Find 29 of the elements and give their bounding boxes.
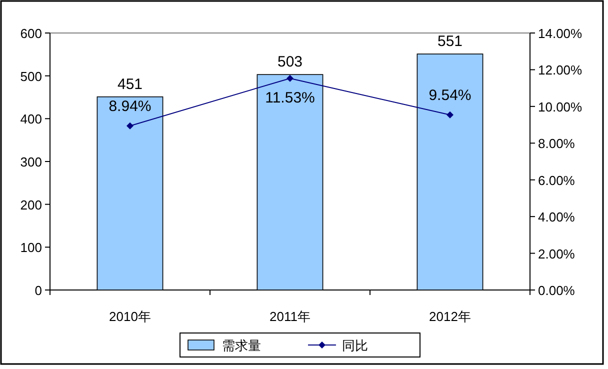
legend-label: 同比 bbox=[342, 338, 368, 353]
y2-tick-label: 6.00% bbox=[538, 172, 576, 188]
y-tick-label: 0 bbox=[34, 283, 42, 298]
y2-tick-label: 8.00% bbox=[538, 136, 576, 152]
y2-tick-label: 10.00% bbox=[538, 99, 583, 114]
y2-tick-label: 12.00% bbox=[538, 62, 583, 78]
data-label: 551 bbox=[437, 32, 463, 50]
y2-tick-label: 2.00% bbox=[538, 246, 576, 262]
data-label: 451 bbox=[117, 76, 143, 93]
data-label: 8.94% bbox=[108, 98, 152, 115]
x-tick-label: 2011年 bbox=[270, 309, 310, 324]
y2-tick-label: 14.00% bbox=[538, 26, 583, 41]
y2-tick-label: 4.00% bbox=[538, 210, 576, 225]
point bbox=[286, 74, 294, 82]
y-tick-label: 100 bbox=[20, 240, 42, 256]
data-label: 9.54% bbox=[428, 86, 472, 104]
point bbox=[126, 122, 134, 130]
x-tick-label: 2010年 bbox=[109, 309, 151, 324]
data-label: 503 bbox=[277, 54, 303, 71]
y-tick-label: 400 bbox=[20, 112, 42, 127]
legend-label: 需求量 bbox=[222, 338, 261, 353]
y-tick-label: 200 bbox=[20, 197, 42, 212]
point bbox=[446, 111, 454, 118]
x-tick-label: 2012年 bbox=[429, 309, 471, 324]
y-tick-label: 500 bbox=[20, 68, 42, 84]
y-tick-label: 600 bbox=[20, 26, 42, 41]
y-tick-label: 300 bbox=[20, 154, 42, 170]
data-label: 11.53% bbox=[265, 89, 315, 106]
y2-tick-label: 0.00% bbox=[538, 283, 576, 298]
